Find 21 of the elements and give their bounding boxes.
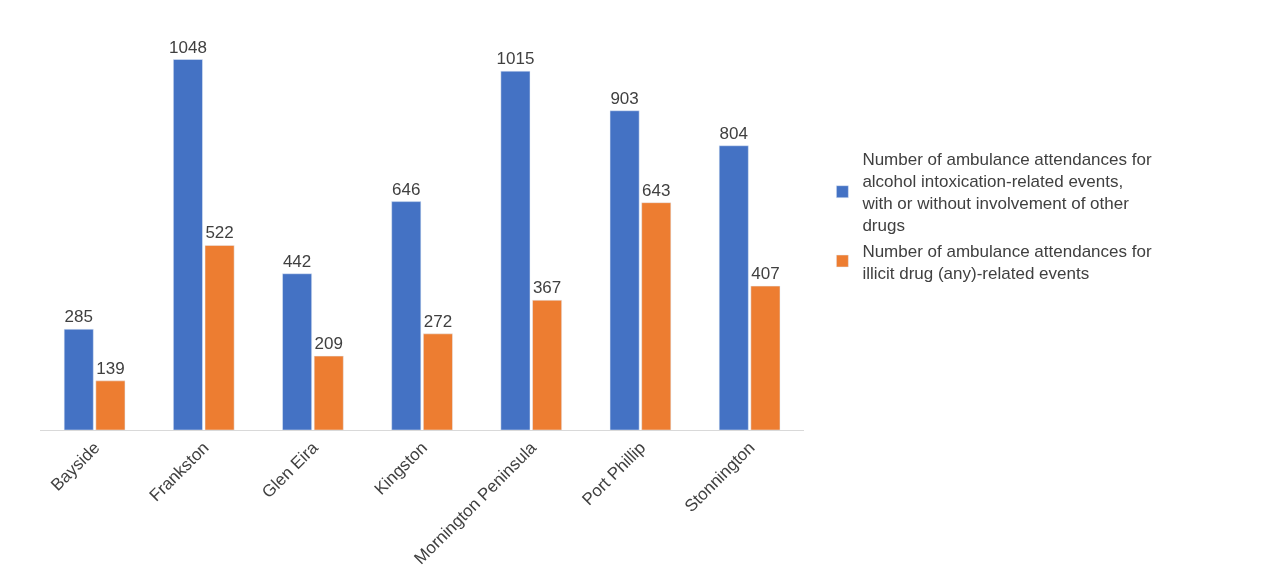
data-label: 1015 <box>496 49 535 69</box>
data-label: 272 <box>423 311 453 331</box>
legend-label: Number of ambulance attendances for illicit drug (any)-related events <box>862 241 1152 283</box>
data-label: 367 <box>532 278 562 298</box>
data-label: 643 <box>642 180 671 200</box>
data-label: 903 <box>610 88 639 108</box>
data-label: 285 <box>64 307 93 327</box>
data-label: 804 <box>719 123 748 143</box>
data-label: 209 <box>314 334 343 354</box>
data-label: 1048 <box>169 37 207 57</box>
bar <box>391 201 422 430</box>
data-label: 407 <box>751 264 780 284</box>
data-label: 139 <box>96 358 125 378</box>
legend-label: Number of ambulance attendances for alcohol intoxication-related events, with or without involvement of other drugs <box>861 150 1152 236</box>
data-label: 522 <box>205 223 234 243</box>
bar <box>313 355 344 430</box>
bar <box>423 333 453 430</box>
data-label: 646 <box>392 179 421 199</box>
bar <box>282 273 312 430</box>
data-label: 442 <box>282 251 312 271</box>
x-tick-label: Glen Eira <box>258 437 323 502</box>
